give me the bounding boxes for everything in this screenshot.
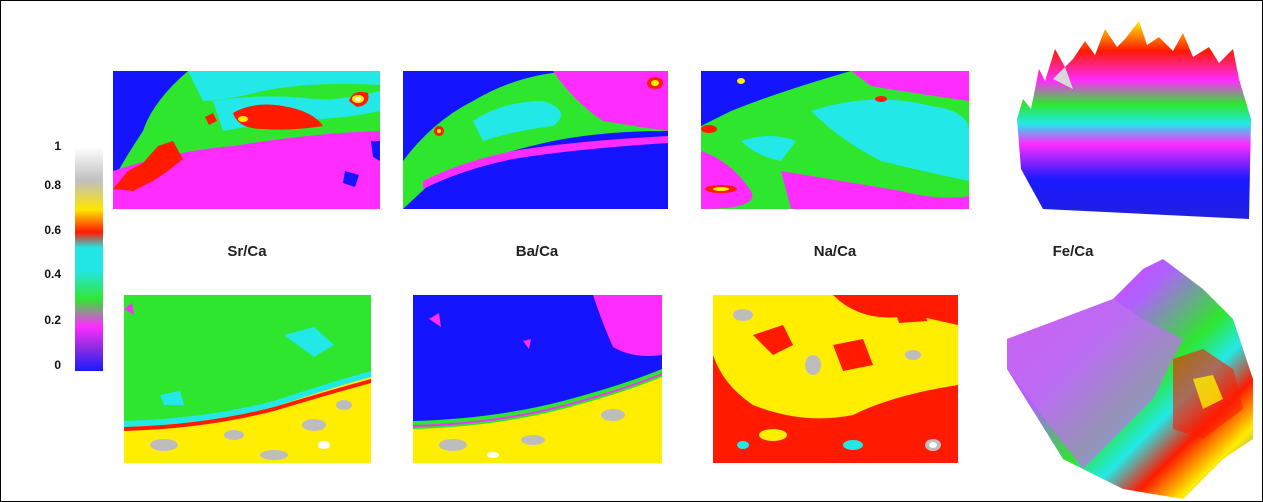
label-sr-ca: Sr/Ca xyxy=(227,243,267,260)
ba-ca-top-map xyxy=(403,71,668,209)
scale-tick-0.2: 0.2 xyxy=(44,313,61,327)
label-ba-ca: Ba/Ca xyxy=(515,243,559,260)
scale-tick-0: 0 xyxy=(54,358,61,372)
sr-ca-top-map xyxy=(113,71,380,209)
fe-ca-top-surface xyxy=(1013,19,1251,221)
label-fe-ca: Fe/Ca xyxy=(1052,243,1094,260)
na-ca-top-map xyxy=(701,71,969,209)
scale-tick-1: 1 xyxy=(54,139,61,153)
na-ca-bottom-map xyxy=(713,295,958,463)
color-scale-bar xyxy=(75,147,103,371)
scale-tick-0.6: 0.6 xyxy=(44,223,61,237)
ba-ca-bottom-map xyxy=(413,295,662,463)
sr-ca-bottom-map xyxy=(124,295,371,463)
label-na-ca: Na/Ca xyxy=(813,243,857,260)
scale-tick-0.8: 0.8 xyxy=(44,178,61,192)
fe-ca-bottom-surface xyxy=(1003,259,1255,499)
scale-tick-0.4: 0.4 xyxy=(44,267,61,281)
